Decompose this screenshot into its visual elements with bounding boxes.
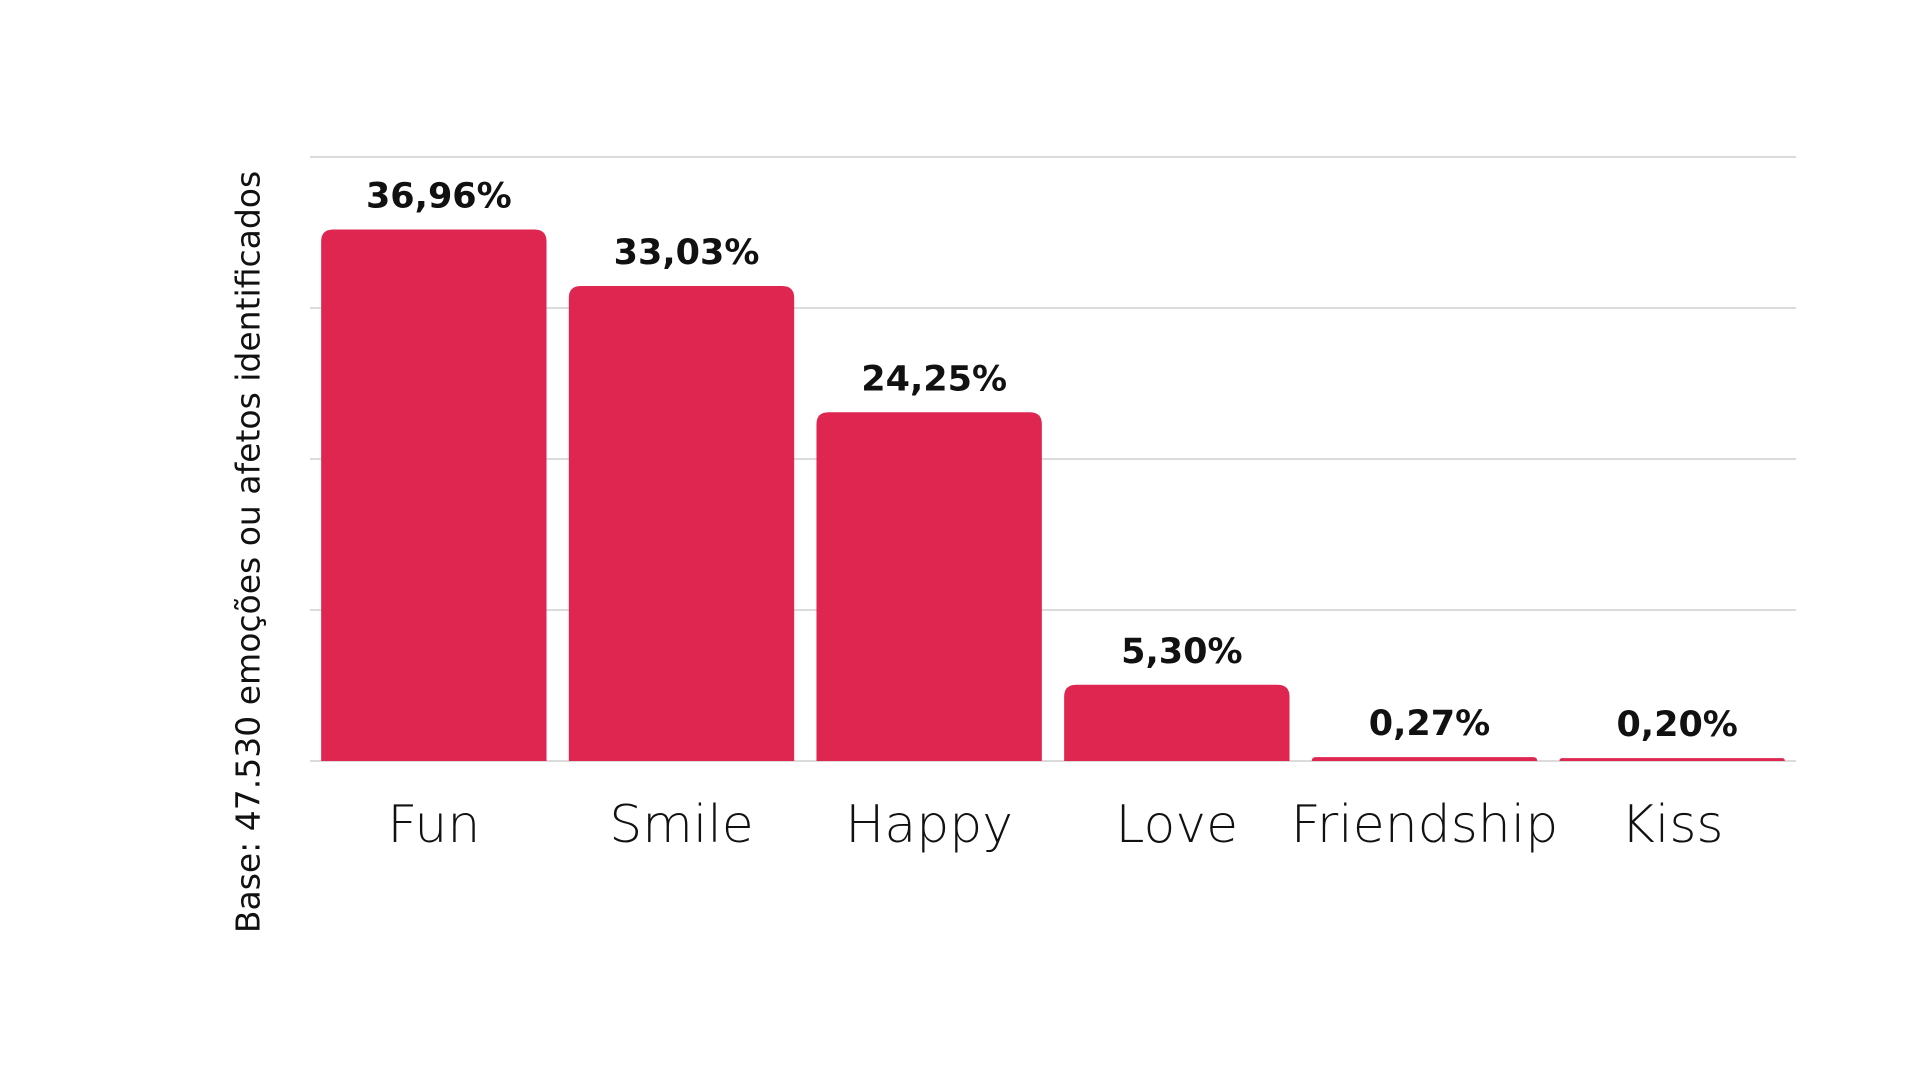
y-axis-label: Base: 47.530 emoções ou afetos identific… — [229, 171, 268, 933]
bar — [1311, 757, 1538, 761]
data-label: 0,20% — [1616, 705, 1737, 745]
x-tick-label: Friendship — [1291, 795, 1558, 855]
bar — [321, 229, 547, 762]
data-label: 36,96% — [366, 176, 512, 216]
x-tick-label: Happy — [845, 795, 1013, 855]
x-tick-label: Kiss — [1621, 795, 1724, 855]
data-label: 24,25% — [861, 359, 1007, 399]
bar — [1064, 684, 1290, 761]
x-tick-label: Love — [1116, 795, 1239, 855]
bar — [816, 412, 1042, 761]
data-label: 5,30% — [1121, 632, 1242, 672]
data-label: 33,03% — [614, 233, 760, 273]
bar — [1559, 758, 1785, 761]
data-label: 0,27% — [1369, 704, 1490, 744]
x-tick-label: Smile — [609, 795, 754, 855]
bar — [568, 285, 795, 761]
x-tick-label: Fun — [387, 795, 480, 855]
